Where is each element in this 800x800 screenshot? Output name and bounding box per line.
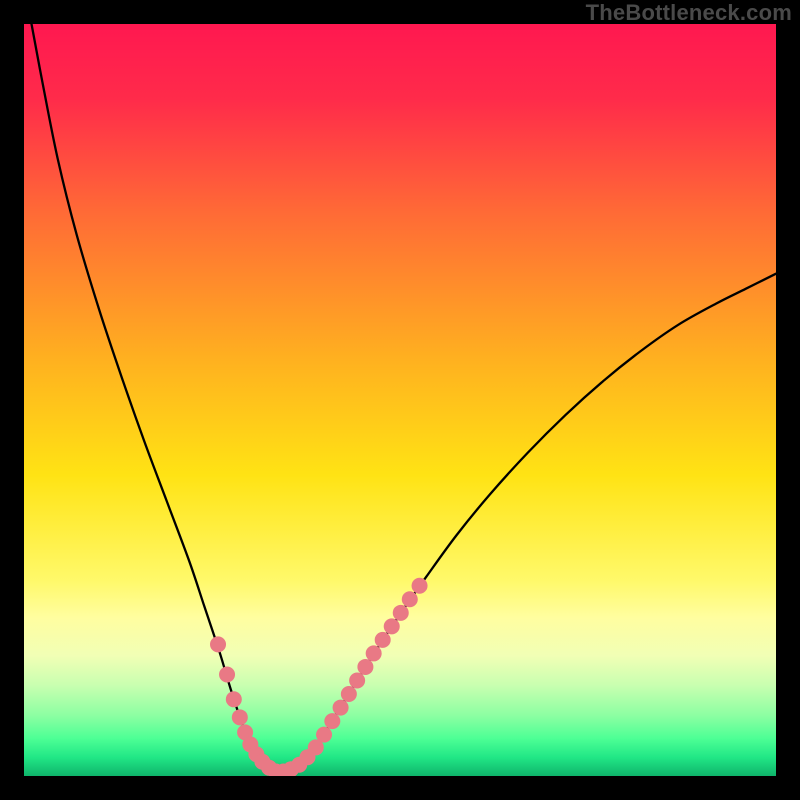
watermark-text: TheBottleneck.com bbox=[586, 0, 792, 26]
marker-point bbox=[219, 666, 235, 682]
chart-background bbox=[24, 24, 776, 776]
marker-point bbox=[357, 659, 373, 675]
marker-point bbox=[324, 713, 340, 729]
marker-point bbox=[210, 636, 226, 652]
marker-point bbox=[341, 686, 357, 702]
marker-point bbox=[412, 578, 428, 594]
marker-point bbox=[226, 691, 242, 707]
bottleneck-chart bbox=[24, 24, 776, 776]
marker-point bbox=[349, 673, 365, 689]
marker-point bbox=[232, 709, 248, 725]
marker-point bbox=[333, 700, 349, 716]
marker-point bbox=[384, 618, 400, 634]
marker-point bbox=[316, 727, 332, 743]
outer-frame: TheBottleneck.com bbox=[0, 0, 800, 800]
plot-area bbox=[24, 24, 776, 776]
marker-point bbox=[366, 645, 382, 661]
marker-point bbox=[402, 591, 418, 607]
marker-point bbox=[393, 605, 409, 621]
marker-point bbox=[375, 632, 391, 648]
